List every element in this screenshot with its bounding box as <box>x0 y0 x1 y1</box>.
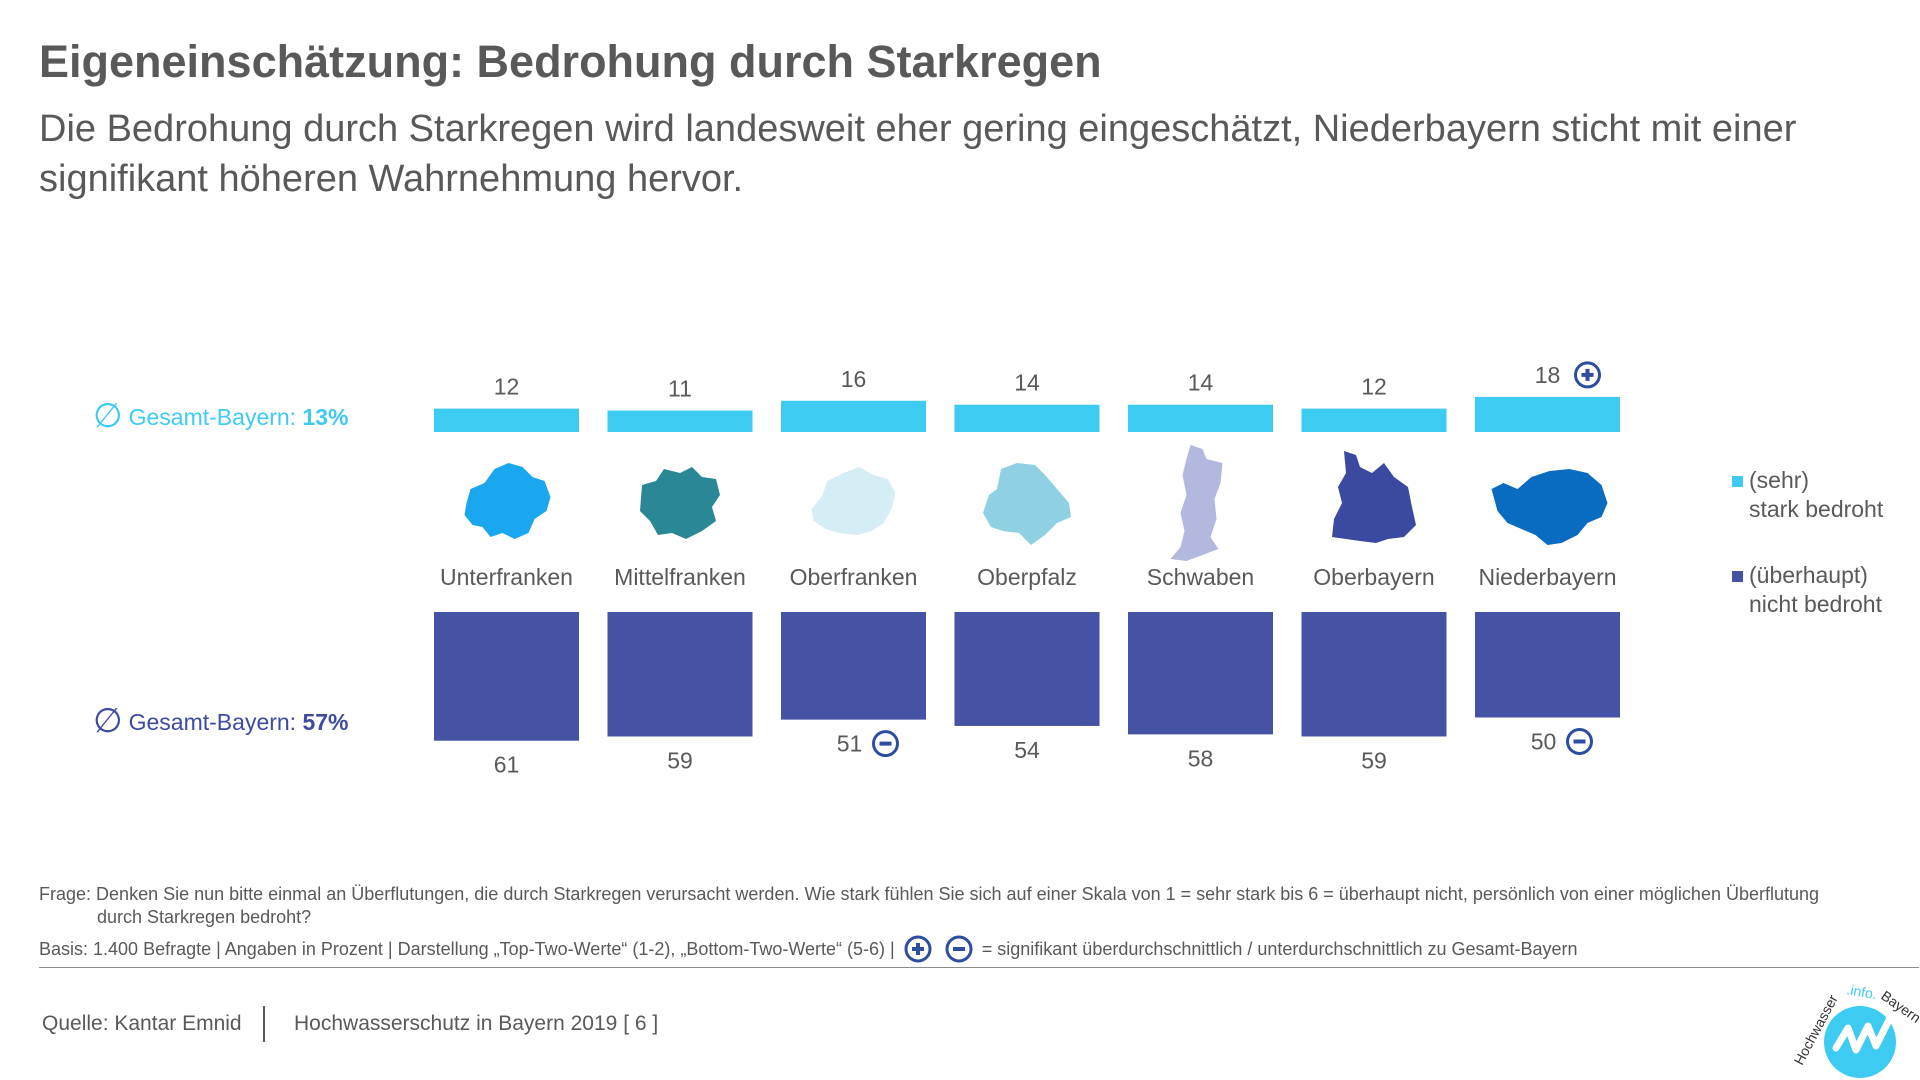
significance-text: = signifikant überdurchschnittlich / unt… <box>981 939 1578 959</box>
label-low-mittelfranken: 59 <box>667 747 693 773</box>
minus-circle-icon <box>872 730 899 758</box>
legend-nicht-bedroht: (überhaupt) nicht bedroht <box>1732 561 1882 619</box>
footer-divider <box>39 967 1919 968</box>
label-low-oberpfalz: 54 <box>1014 737 1040 763</box>
average-low-value: 57% <box>302 709 349 735</box>
legend-high-line2: stark bedroht <box>1749 496 1884 522</box>
bar-low-niederbayern <box>1475 612 1620 718</box>
niederbayern-map-icon <box>1491 469 1608 545</box>
label-low-niederbayern: 50 <box>1531 729 1557 755</box>
page-subtitle: Die Bedrohung durch Starkregen wird land… <box>39 108 1797 200</box>
svg-text:.info.: .info. <box>1845 981 1878 1002</box>
legend-swatch-high <box>1732 476 1743 487</box>
bar-high-oberpfalz <box>954 404 1100 432</box>
question-line2: durch Starkregen bedroht? <box>97 907 312 927</box>
legend-swatch-low <box>1732 571 1743 582</box>
oberpfalz-map-icon <box>983 463 1071 545</box>
average-stark-bedroht: ∅ Gesamt-Bayern: 13% <box>93 396 349 436</box>
report-title: Hochwasserschutz in Bayern 2019 <box>294 1012 618 1035</box>
basis-line: Basis: 1.400 Befragte | Angaben in Proze… <box>39 935 1578 963</box>
category-label-schwaben: Schwaben <box>1147 564 1254 590</box>
average-low-label: Gesamt-Bayern: <box>128 709 297 735</box>
plus-circle-icon <box>904 935 932 963</box>
plus-circle-icon-vbar <box>1585 368 1590 381</box>
category-label-oberbayern: Oberbayern <box>1313 564 1434 590</box>
label-high-niederbayern: 18 <box>1535 362 1561 388</box>
average-high-label: Gesamt-Bayern: <box>128 404 297 430</box>
minus-circle-icon <box>1566 728 1593 755</box>
bar-high-oberbayern <box>1301 408 1447 432</box>
legend-low-line2: nicht bedroht <box>1749 591 1882 617</box>
legend-high-line1: (sehr) <box>1749 467 1810 493</box>
bar-high-mittelfranken <box>607 410 753 432</box>
label-high-schwaben: 14 <box>1188 370 1214 396</box>
label-low-oberbayern: 59 <box>1361 747 1387 773</box>
basis-text: Basis: 1.400 Befragte | Angaben in Proze… <box>39 939 895 959</box>
minus-circle-icon <box>945 935 973 963</box>
question-line1: Denken Sie nun bitte einmal an Überflutu… <box>96 884 1820 904</box>
bar-low-oberbayern <box>1301 612 1447 737</box>
minus-circle-icon-bar <box>1573 739 1586 744</box>
page-title: Eigeneinschätzung: Bedrohung durch Stark… <box>39 36 1102 87</box>
bar-low-unterfranken <box>434 612 579 741</box>
average-symbol: ∅ <box>93 702 123 740</box>
bar-high-niederbayern <box>1475 396 1620 432</box>
question-footnote: Frage: Denken Sie nun bitte einmal an Üb… <box>39 883 1899 929</box>
schwaben-map-icon <box>1170 445 1223 561</box>
bar-high-schwaben <box>1128 404 1273 432</box>
question-prefix: Frage: <box>39 884 92 904</box>
oberbayern-map-icon <box>1332 451 1416 543</box>
label-high-mittelfranken: 11 <box>668 376 692 402</box>
label-high-oberfranken: 16 <box>841 366 867 392</box>
bar-high-unterfranken <box>434 408 579 432</box>
category-label-oberfranken: Oberfranken <box>790 564 918 590</box>
report-label: Hochwasserschutz in Bayern 2019 [ 6 ] <box>294 1012 658 1036</box>
minus-circle-icon-ring <box>1566 728 1593 755</box>
legend-stark-bedroht: (sehr) stark bedroht <box>1732 466 1883 524</box>
footer-separator <box>263 1006 265 1042</box>
page-number: [ 6 ] <box>623 1012 659 1035</box>
bar-low-mittelfranken <box>607 612 753 737</box>
label-low-unterfranken: 61 <box>494 752 520 778</box>
average-nicht-bedroht: ∅ Gesamt-Bayern: 57% <box>93 701 349 741</box>
label-high-oberbayern: 12 <box>1361 374 1387 400</box>
minus-circle-icon-bar <box>879 741 892 746</box>
mittelfranken-map-icon <box>640 467 720 539</box>
average-high-value: 13% <box>302 404 349 430</box>
bar-low-oberfranken <box>781 612 926 720</box>
legend-low-line1: (überhaupt) <box>1749 562 1868 588</box>
category-label-mittelfranken: Mittelfranken <box>614 564 746 590</box>
region-bar-chart: 12 61 Unterfranken 11 59 Mittelfranken 16 51 Obe… <box>434 361 1620 778</box>
unterfranken-map-icon <box>464 463 551 539</box>
bar-low-oberpfalz <box>954 612 1100 726</box>
label-high-oberpfalz: 14 <box>1014 370 1040 396</box>
bar-high-oberfranken <box>781 400 926 432</box>
oberfranken-map-icon <box>811 467 896 535</box>
hochwasser-info-bayern-logo: Hochwasser .info. Bayern <box>1791 981 1920 1078</box>
bar-low-schwaben <box>1128 612 1273 735</box>
plus-circle-icon-ring <box>1574 361 1601 389</box>
source-label: Quelle: Kantar Emnid <box>42 1012 242 1035</box>
category-label-unterfranken: Unterfranken <box>440 564 573 590</box>
plus-circle-icon <box>1574 361 1601 389</box>
average-symbol: ∅ <box>93 397 123 435</box>
label-low-oberfranken: 51 <box>837 731 863 757</box>
label-high-unterfranken: 12 <box>494 374 520 400</box>
category-label-niederbayern: Niederbayern <box>1478 564 1616 590</box>
minus-circle-icon-ring <box>872 730 899 758</box>
category-label-oberpfalz: Oberpfalz <box>977 564 1077 590</box>
label-low-schwaben: 58 <box>1188 745 1214 771</box>
